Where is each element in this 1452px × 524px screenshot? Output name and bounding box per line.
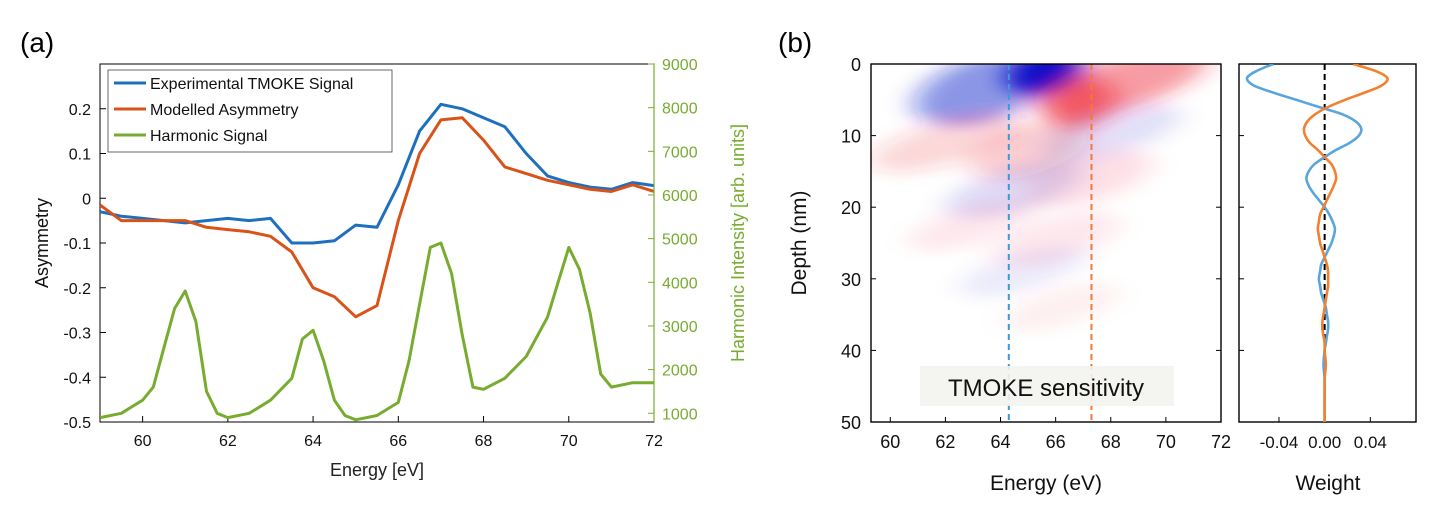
panel-a-x-axis-ticks: 60 62 64 66 68 70 72: [134, 416, 663, 450]
weight-x-tick-label: 0.00: [1308, 433, 1341, 452]
heatmap-x-tick-label: 64: [991, 432, 1011, 452]
heatmap-y-tick-label: 30: [841, 270, 861, 290]
panel-a-y2-tick-label: 1000: [662, 406, 698, 423]
heatmap-y-tick-label: 0: [851, 55, 861, 75]
panel-b-heatmap: 0 10 20 30 40 50 60 62 64 66 68 70 72 TMOKE sensiti…: [788, 55, 1231, 495]
heatmap-cells: [871, 64, 1207, 332]
panel-a-x-tick-label: 72: [645, 433, 663, 450]
heatmap-y-axis-ticks: 0 10 20 30 40 50: [841, 55, 876, 433]
panel-a-y-tick-label: 0: [82, 191, 91, 208]
panel-a-y2-tick-label: 7000: [662, 144, 698, 161]
panel-a-right-axis-label: Harmonic Intensity [arb. units]: [728, 124, 748, 362]
panel-a-legend: Experimental TMOKE Signal Modelled Asymm…: [107, 69, 393, 153]
legend-label-modelled: Modelled Asymmetry: [150, 102, 299, 119]
legend-label-experimental: Experimental TMOKE Signal: [150, 76, 353, 93]
panel-a-series-lines: [100, 102, 654, 422]
panel-a-x-tick-label: 62: [219, 433, 237, 450]
panel-a-y2-tick-label: 8000: [662, 101, 698, 118]
panel-a-y2-tick-label: 5000: [662, 232, 698, 249]
panel-a-chart: 0.2 0.1 0 -0.1 -0.2 -0.3 -0.4 -0.5 1000 2000 3000…: [32, 57, 748, 480]
heatmap-y-tick-label: 50: [841, 413, 861, 433]
panel-a-y2-tick-label: 2000: [662, 363, 698, 380]
legend-box: [107, 69, 393, 153]
panel-a-x-tick-label: 60: [134, 433, 152, 450]
heatmap-x-tick-label: 70: [1156, 432, 1176, 452]
heatmap-x-tick-label: 60: [880, 432, 900, 452]
panel-a-y-tick-label: -0.1: [63, 236, 91, 253]
series-harmonic-line: [100, 241, 654, 422]
heatmap-cell: [1041, 102, 1181, 162]
heatmap-y-axis-label: Depth (nm): [788, 190, 811, 295]
heatmap-cell: [909, 199, 1037, 251]
panel-a-label: (a): [20, 27, 54, 58]
panel-b-label: (b): [778, 27, 812, 58]
heatmap-x-tick-label: 68: [1101, 432, 1121, 452]
panel-a-y-tick-label: 0.1: [69, 147, 91, 164]
panel-a-y2-tick-label: 4000: [662, 275, 698, 292]
heatmap-cell: [871, 113, 1020, 173]
annotation-tmoke-sensitivity: TMOKE sensitivity: [948, 375, 1144, 402]
panel-a-y-axis-label: Asymmetry: [32, 198, 52, 288]
heatmap-x-tick-label: 66: [1046, 432, 1066, 452]
panel-a-x-tick-label: 70: [560, 433, 578, 450]
heatmap-x-axis-label: Energy (eV): [990, 472, 1102, 495]
weight-orange-line: [1302, 64, 1389, 422]
panel-a-x-tick-label: 68: [475, 433, 493, 450]
series-modelled-line: [100, 116, 654, 319]
weight-x-axis-ticks: -0.04 0.00 0.04: [1260, 417, 1387, 452]
panel-a-y-tick-label: 0.2: [69, 102, 91, 119]
heatmap-x-axis-ticks: 60 62 64 66 68 70 72: [880, 417, 1231, 452]
panel-a-y2-tick-label: 6000: [662, 188, 698, 205]
panel-a-x-axis-label: Energy [eV]: [330, 460, 424, 480]
heatmap-cell: [914, 64, 1054, 126]
panel-a-y2-tick-label: 9000: [662, 57, 698, 74]
panel-a-left-axis-ticks: 0.2 0.1 0 -0.1 -0.2 -0.3 -0.4 -0.5: [63, 102, 106, 432]
panel-a-right-axis-ticks: 1000 2000 3000 4000 5000 6000 7000 8000 9000: [648, 57, 698, 423]
weight-x-tick-label: -0.04: [1260, 433, 1299, 452]
weight-x-axis-label: Weight: [1296, 472, 1361, 495]
weight-blue-line: [1245, 64, 1363, 422]
heatmap-cell: [1024, 150, 1153, 208]
weight-series-lines: [1245, 64, 1389, 422]
weight-x-tick-label: 0.04: [1354, 433, 1387, 452]
panel-a-x-tick-label: 64: [304, 433, 322, 450]
panel-a-x-tick-label: 66: [389, 433, 407, 450]
panel-a-y-tick-label: -0.5: [63, 415, 91, 432]
heatmap-x-tick-label: 62: [935, 432, 955, 452]
heatmap-frame: [870, 63, 1222, 423]
heatmap-y-tick-label: 20: [841, 198, 861, 218]
heatmap-y-tick-label: 40: [841, 341, 861, 361]
heatmap-x-tick-label: 72: [1211, 432, 1231, 452]
heatmap-y-tick-label: 10: [841, 127, 861, 147]
legend-label-harmonic: Harmonic Signal: [150, 128, 267, 145]
annotation-box: [920, 366, 1174, 406]
panel-a-y-tick-label: -0.4: [63, 370, 91, 387]
weight-frame: [1238, 63, 1417, 423]
panel-b-weight-profile: -0.04 0.00 0.04 Weight: [1216, 63, 1417, 495]
panel-a-y-tick-label: -0.3: [63, 326, 91, 343]
heatmap-cell: [958, 246, 1087, 298]
heatmap-cell: [1002, 282, 1120, 332]
weight-y-axis-ticks: [1216, 63, 1244, 423]
panel-a-y2-tick-label: 3000: [662, 319, 698, 336]
panel-a-y-tick-label: -0.2: [63, 281, 91, 298]
